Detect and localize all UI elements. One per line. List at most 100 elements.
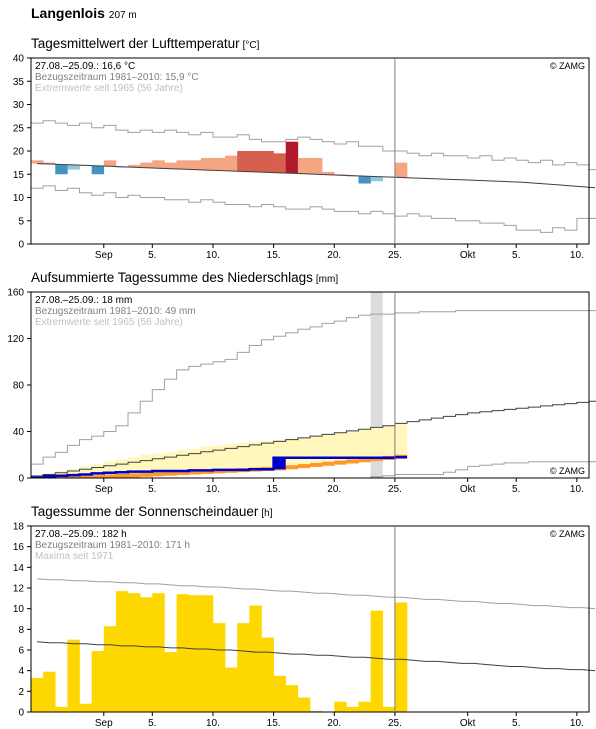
temperature-ytick-label: 15	[13, 170, 25, 181]
precipitation-observed-line	[31, 455, 407, 479]
precipitation-normal-band	[79, 466, 92, 476]
sunshine-bar	[200, 595, 214, 712]
temperature-anomaly-bar	[140, 162, 153, 168]
sunshine-xtick-label: 5.	[148, 718, 156, 729]
sunshine-ytick-label: 0	[18, 708, 24, 719]
precipitation-inner-area	[322, 466, 334, 478]
sunshine-ytick-label: 6	[18, 646, 24, 657]
precipitation-legend-normal: Bezugszeitraum 1981–2010: 49 mm	[35, 306, 196, 317]
precipitation-xtick-label: Okt	[460, 484, 476, 495]
sunshine-bar	[79, 703, 92, 712]
precipitation-legend-extremes: Extremwerte seit 1965 (56 Jahre)	[35, 317, 183, 328]
temperature-anomaly-bar	[394, 162, 408, 178]
station-altitude: 207 m	[108, 10, 137, 21]
temperature-legend-period: 27.08.–25.09.: 16,6 °C	[35, 61, 135, 72]
sunshine-ytick-label: 2	[18, 687, 24, 698]
precipitation-deficit-strip	[140, 472, 153, 477]
temperature-anomaly-bar	[310, 157, 323, 175]
precipitation-panel: 0 40 80 120 160 Sep 5. 10. 15. 20. 25. Okt 5. 10. 27.0…	[7, 288, 596, 495]
precipitation-normal-band	[310, 436, 323, 463]
sunshine-ytick-label: 8	[18, 625, 24, 636]
precipitation-deficit-strip	[358, 458, 371, 463]
sunshine-bar	[103, 626, 117, 712]
precipitation-normal-band	[225, 444, 238, 469]
temperature-anomaly-bar	[128, 164, 141, 168]
precipitation-inner-area	[334, 465, 346, 478]
temperature-anomaly-bar	[261, 151, 274, 173]
sunshine-bar	[358, 701, 371, 712]
temperature-anomaly-bar	[297, 157, 311, 174]
precipitation-deficit-strip	[188, 470, 202, 475]
temperature-ytick-label: 35	[13, 77, 25, 88]
precipitation-normal-band	[334, 432, 347, 461]
station-header: Langenlois 207 m	[31, 5, 137, 21]
sunshine-xtick-label: 15.	[267, 718, 281, 729]
temperature-anomaly-bar	[67, 164, 80, 170]
precipitation-inner-area	[310, 467, 322, 478]
temperature-ytick-label: 25	[13, 123, 25, 134]
temperature-ytick-label: 5	[18, 216, 24, 227]
precipitation-normal-band	[382, 425, 396, 456]
precipitation-ytick-label: 80	[13, 381, 25, 392]
sunshine-bar	[188, 595, 202, 712]
sunshine-bar	[152, 593, 165, 712]
precipitation-ytick-label: 0	[18, 474, 24, 485]
sunshine-max-line	[37, 578, 596, 610]
temperature-anomaly-bar	[212, 157, 226, 171]
temperature-anomaly-bar	[176, 160, 189, 170]
precipitation-normal-band	[164, 452, 177, 472]
sunshine-ytick-label: 12	[13, 584, 25, 595]
temperature-anomaly-bar	[164, 162, 177, 169]
precipitation-observed-area	[383, 458, 395, 478]
precipitation-deficit-strip	[200, 469, 214, 474]
temperature-xtick-label: 20.	[327, 250, 341, 261]
precipitation-xtick-label: 10.	[570, 484, 584, 495]
sunshine-bar	[261, 637, 274, 712]
precipitation-xtick-label: 10.	[206, 484, 220, 495]
temperature-anomaly-bar	[249, 151, 262, 172]
precipitation-normal-band	[115, 459, 129, 474]
precipitation-max-extreme-line	[31, 310, 596, 465]
sunshine-bar	[297, 697, 311, 712]
precipitation-deficit-strip	[128, 473, 141, 478]
temperature-anomaly-bar	[237, 151, 250, 172]
sunshine-bar	[176, 594, 189, 712]
precipitation-panel-title: Aufsummierte Tagessumme des Niederschlag…	[31, 270, 338, 285]
sunshine-xtick-label: 20.	[327, 718, 341, 729]
precipitation-normal-band	[140, 454, 153, 473]
precipitation-copyright: © ZAMG	[550, 466, 585, 476]
sunshine-bar	[164, 652, 177, 712]
sunshine-bar	[225, 667, 238, 712]
precipitation-deficit-strip	[370, 457, 384, 462]
sunshine-bar	[91, 651, 105, 712]
precipitation-normal-band	[358, 429, 371, 459]
precipitation-normal-band	[176, 450, 189, 472]
temperature-anomaly-bar	[103, 160, 117, 167]
temperature-ytick-label: 10	[13, 193, 25, 204]
sunshine-ytick-label: 10	[13, 604, 25, 615]
sunshine-bar	[273, 675, 287, 712]
precipitation-deficit-strip	[91, 475, 105, 478]
precipitation-normal-band	[297, 437, 311, 465]
temperature-anomaly-bar	[273, 153, 287, 173]
temperature-anomaly-bar	[31, 160, 44, 164]
temperature-xtick-label: Okt	[460, 250, 476, 261]
precipitation-deficit-strip	[212, 469, 226, 474]
precipitation-normal-band	[237, 443, 250, 469]
temperature-anomaly-bar	[370, 176, 384, 182]
precipitation-normal-band	[249, 441, 262, 468]
sunshine-plot-frame	[30, 525, 590, 713]
temperature-copyright: © ZAMG	[550, 61, 585, 71]
temperature-ytick-label: 0	[18, 240, 24, 251]
temperature-max-extreme-line	[31, 120, 596, 171]
station-name: Langenlois	[31, 5, 105, 21]
precipitation-deficit-strip	[176, 471, 189, 476]
temperature-anomaly-bar	[322, 171, 335, 175]
sunshine-bar	[115, 591, 129, 712]
precipitation-deficit-strip	[310, 462, 323, 467]
temperature-anomaly-bar	[225, 155, 238, 171]
precipitation-normal-band	[128, 457, 141, 474]
temperature-anomaly-bar	[358, 176, 371, 184]
